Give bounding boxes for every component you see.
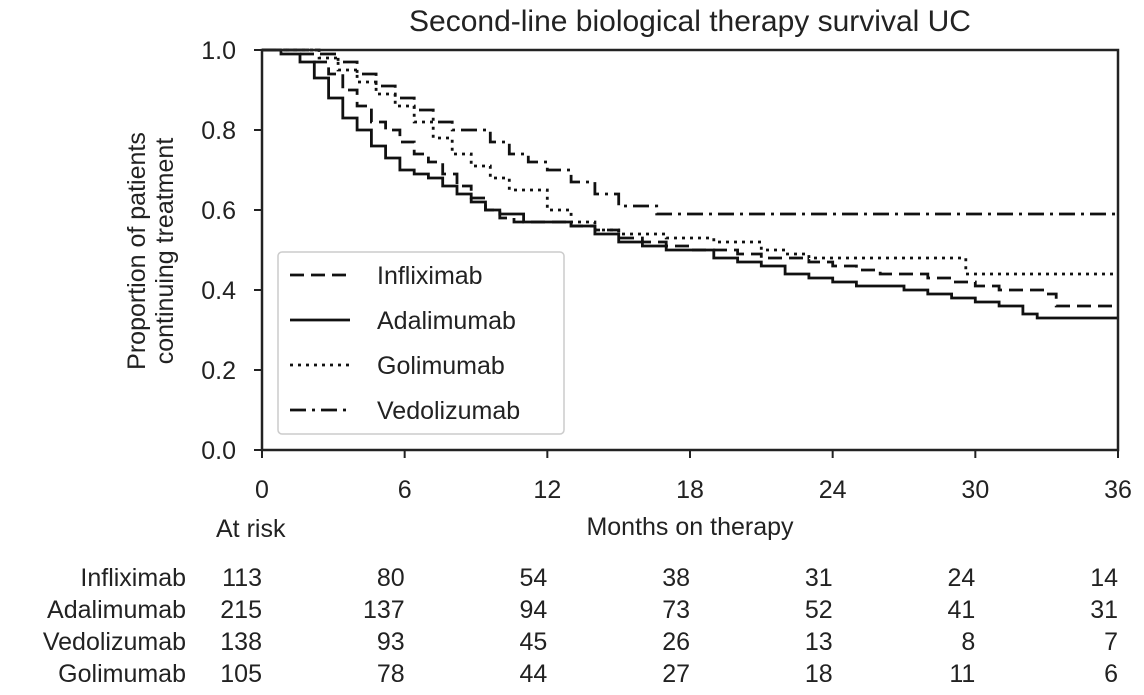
- at-risk-count: 73: [662, 596, 690, 624]
- at-risk-count: 78: [377, 660, 405, 688]
- at-risk-count: 94: [520, 596, 548, 624]
- x-tick-label: 30: [961, 476, 989, 504]
- at-risk-header: At risk: [216, 515, 286, 543]
- at-risk-count: 45: [520, 628, 548, 656]
- at-risk-count: 27: [662, 660, 690, 688]
- y-tick-label: 0.4: [201, 277, 236, 305]
- x-tick-label: 18: [676, 476, 704, 504]
- at-risk-count: 80: [377, 564, 405, 592]
- at-risk-count: 113: [222, 564, 262, 592]
- at-risk-row-label: Vedolizumab: [43, 628, 186, 656]
- legend-box: [277, 251, 565, 435]
- y-axis-label-line-2: continuing treatment: [151, 138, 179, 365]
- at-risk-count: 138: [220, 628, 262, 656]
- curve-adalimumab: [262, 48, 1118, 320]
- at-risk-count: 137: [363, 596, 405, 624]
- at-risk-count: 6: [1104, 660, 1118, 688]
- curve-golimumab: [262, 48, 1118, 276]
- y-tick-label: 0.8: [201, 117, 236, 145]
- at-risk-count: 41: [948, 596, 976, 624]
- y-tick-label: 0.0: [201, 437, 236, 465]
- at-risk-table: Infliximab 113 80 54 38 31 24 14 Adalimumab 215 13…: [43, 564, 1118, 688]
- at-risk-row-label: Infliximab: [80, 564, 186, 592]
- curve-vedolizumab: [262, 48, 1118, 216]
- at-risk-count: 24: [948, 564, 976, 592]
- at-risk-count: 105: [220, 660, 262, 688]
- y-tick-label: 0.6: [201, 197, 236, 225]
- legend-label-adalimumab: Adalimumab: [377, 307, 516, 335]
- x-tick-label: 24: [819, 476, 847, 504]
- at-risk-count: 54: [520, 564, 548, 592]
- at-risk-count: 44: [520, 660, 548, 688]
- legend-items: Infliximab Adalimumab Golimumab Vedolizumab: [290, 262, 520, 425]
- at-risk-row-label: Golimumab: [58, 660, 186, 688]
- plot-lines: [262, 48, 1118, 320]
- plot-frame: [260, 48, 1120, 452]
- x-tick-label: 36: [1104, 476, 1132, 504]
- legend-label-golimumab: Golimumab: [377, 352, 505, 380]
- x-tick-label: 12: [533, 476, 561, 504]
- y-axis-label: Proportion of patients continuing treatm…: [123, 132, 179, 370]
- at-risk-count: 13: [805, 628, 833, 656]
- ticks: 0 6 12 18 24 30 36 0.0 0.2 0.4 0.6 0.8 1.0: [201, 37, 1132, 504]
- y-tick-label: 0.2: [201, 357, 236, 385]
- at-risk-count: 215: [220, 596, 262, 624]
- legend: Infliximab Adalimumab Golimumab Vedolizumab: [277, 251, 565, 435]
- at-risk-count: 38: [662, 564, 690, 592]
- at-risk-count: 93: [377, 628, 405, 656]
- chart-title: Second-line biological therapy survival …: [409, 5, 971, 38]
- at-risk-count: 14: [1090, 564, 1118, 592]
- at-risk-count: 26: [662, 628, 690, 656]
- at-risk-row-label: Adalimumab: [47, 596, 186, 624]
- at-risk-count: 11: [949, 660, 975, 688]
- at-risk-count: 18: [805, 660, 833, 688]
- legend-label-vedolizumab: Vedolizumab: [377, 397, 520, 425]
- x-axis-label: Months on therapy: [586, 513, 794, 541]
- y-axis-label-line-1: Proportion of patients: [123, 132, 151, 370]
- at-risk-count: 52: [805, 596, 833, 624]
- x-tick-label: 0: [255, 476, 269, 504]
- y-tick-label: 1.0: [201, 37, 236, 65]
- at-risk-count: 31: [1090, 596, 1118, 624]
- at-risk-count: 7: [1104, 628, 1118, 656]
- at-risk-count: 31: [805, 564, 833, 592]
- legend-label-infliximab: Infliximab: [377, 262, 483, 290]
- x-tick-label: 6: [398, 476, 412, 504]
- at-risk-count: 8: [961, 628, 975, 656]
